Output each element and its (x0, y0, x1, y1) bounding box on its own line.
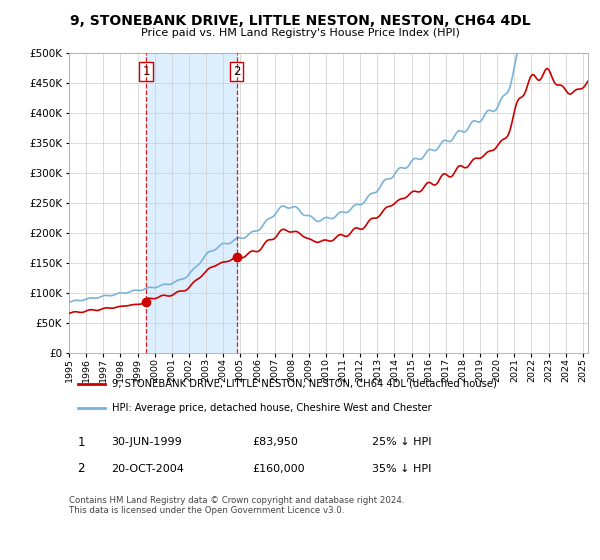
Text: £160,000: £160,000 (252, 464, 305, 474)
Text: 1: 1 (77, 436, 85, 449)
Text: 9, STONEBANK DRIVE, LITTLE NESTON, NESTON, CH64 4DL: 9, STONEBANK DRIVE, LITTLE NESTON, NESTO… (70, 14, 530, 28)
Text: 35% ↓ HPI: 35% ↓ HPI (372, 464, 431, 474)
Text: 20-OCT-2004: 20-OCT-2004 (111, 464, 184, 474)
Text: Contains HM Land Registry data © Crown copyright and database right 2024.
This d: Contains HM Land Registry data © Crown c… (69, 496, 404, 515)
Text: 1: 1 (142, 64, 150, 78)
Text: Price paid vs. HM Land Registry's House Price Index (HPI): Price paid vs. HM Land Registry's House … (140, 28, 460, 38)
Text: 30-JUN-1999: 30-JUN-1999 (111, 437, 182, 447)
Text: 25% ↓ HPI: 25% ↓ HPI (372, 437, 431, 447)
Text: 2: 2 (77, 462, 85, 475)
Text: 2: 2 (233, 64, 241, 78)
Text: HPI: Average price, detached house, Cheshire West and Chester: HPI: Average price, detached house, Ches… (112, 403, 431, 413)
Text: 9, STONEBANK DRIVE, LITTLE NESTON, NESTON, CH64 4DL (detached house): 9, STONEBANK DRIVE, LITTLE NESTON, NESTO… (112, 379, 496, 389)
Bar (146, 53, 236, 353)
Text: £83,950: £83,950 (252, 437, 298, 447)
